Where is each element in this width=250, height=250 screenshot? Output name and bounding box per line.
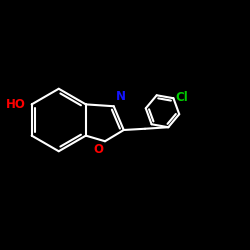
Text: O: O — [94, 143, 104, 156]
Text: N: N — [116, 90, 126, 103]
Text: HO: HO — [6, 98, 25, 111]
Text: Cl: Cl — [176, 91, 188, 104]
